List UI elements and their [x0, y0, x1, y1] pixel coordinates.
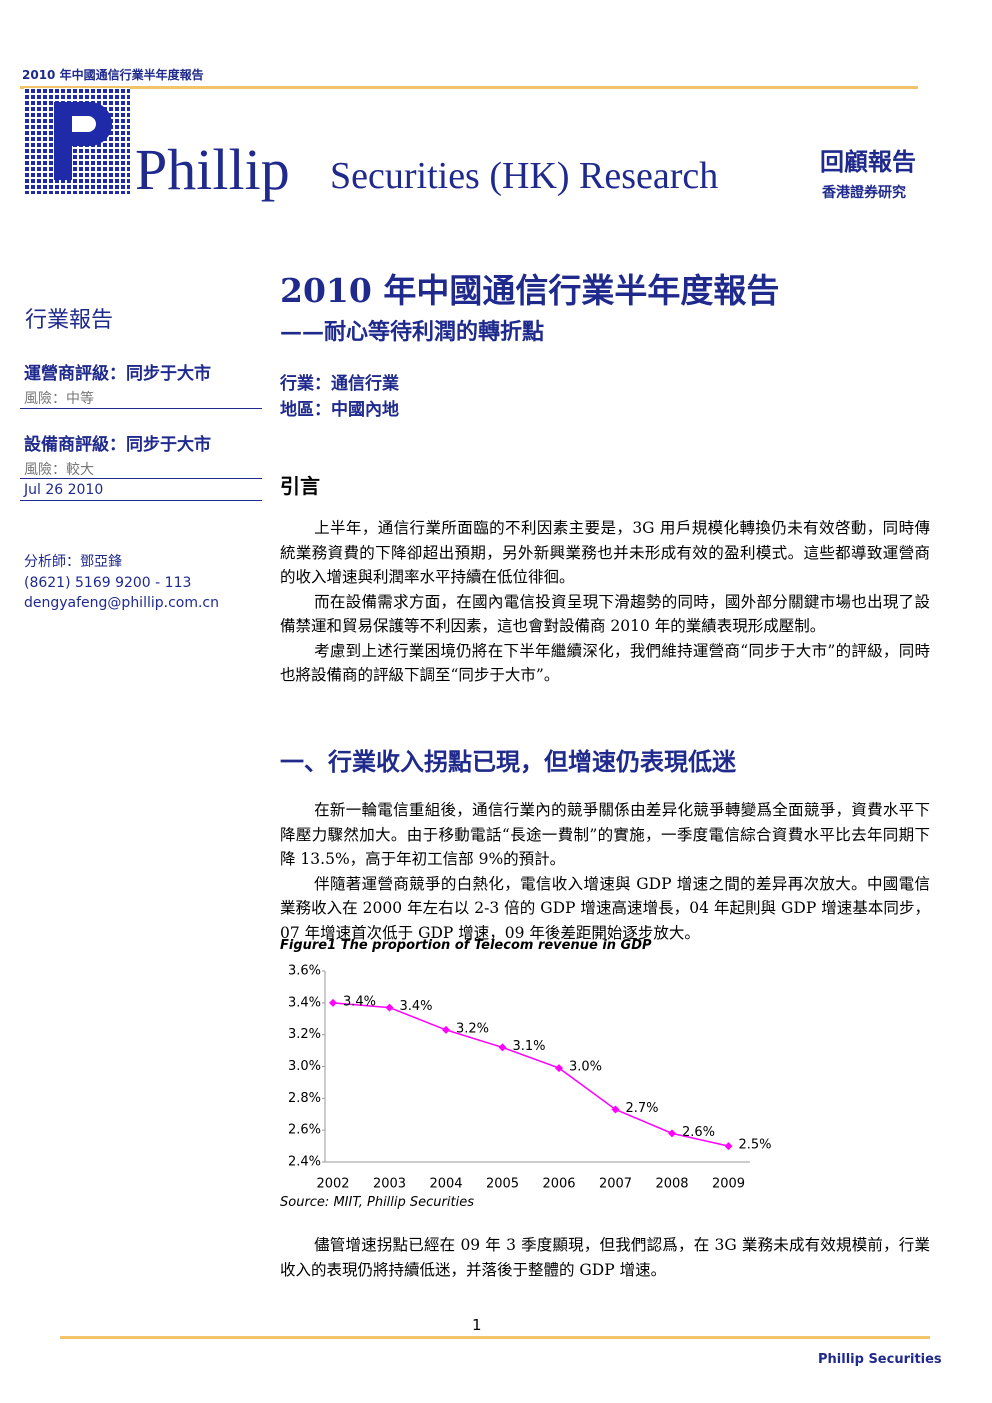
- data-label: 2.7%: [626, 1101, 659, 1116]
- report-type-sub: 香港證券研究: [822, 185, 906, 201]
- figure-caption: Figure1 The proportion of Telecom revenu…: [280, 938, 652, 953]
- paragraph: 上半年，通信行業所面臨的不利因素主要是，3G 用戶規模化轉換仍未有效啓動，同時傳…: [280, 519, 930, 586]
- x-tick-label: 2003: [373, 1177, 406, 1192]
- y-tick-label: 3.4%: [288, 995, 321, 1010]
- intro-heading: 引言: [280, 474, 320, 498]
- logo: [24, 88, 130, 194]
- divider: [20, 500, 262, 501]
- report-type: 回顧報告: [820, 147, 916, 176]
- y-tick-label: 3.2%: [288, 1027, 321, 1042]
- data-label: 3.2%: [456, 1021, 489, 1036]
- y-tick-label: 2.8%: [288, 1091, 321, 1106]
- footer-brand: Phillip Securities: [818, 1352, 942, 1367]
- x-tick-label: 2007: [599, 1177, 632, 1192]
- risk: 風險：較大: [24, 462, 94, 478]
- data-label: 3.4%: [343, 994, 376, 1009]
- figure-source: Source: MIIT, Phillip Securities: [280, 1195, 474, 1210]
- marker: [498, 1043, 507, 1052]
- analyst: 分析師：鄧亞鋒: [24, 554, 122, 570]
- line: [332, 1002, 729, 1147]
- paragraph: 儘管增速拐點已經在 09 年 3 季度顯現，但我們認爲，在 3G 業務未成有效規…: [280, 1236, 930, 1279]
- industry: 行業：通信行業: [280, 374, 399, 394]
- marker: [442, 1025, 450, 1034]
- x-tick-label: 2005: [486, 1177, 519, 1192]
- paragraph: 而在設備需求方面，在國內電信投資呈現下滑趨勢的同時，國外部分關鍵市場也出現了設備…: [280, 592, 930, 636]
- marker: [385, 1003, 394, 1012]
- date: Jul 26 2010: [24, 482, 104, 498]
- chart: 2.4% 2.6% 2.8% 3.0% 3.2% 3.4% 3.6% 2002 2003 2004…: [288, 964, 772, 1192]
- x-tick-label: 2006: [542, 1177, 575, 1192]
- divider: [20, 408, 262, 409]
- data-label: 2.5%: [739, 1138, 772, 1153]
- x-tick-label: 2004: [429, 1177, 462, 1192]
- paragraph: 在新一輪電信重組後，通信行業內的競爭關係由差异化競爭轉變爲全面競爭，資費水平下降…: [280, 801, 930, 868]
- running-title: 2010 年中國通信行業半年度報告: [22, 68, 204, 82]
- paragraph: 伴隨著運營商競爭的白熱化，電信收入增速與 GDP 增速之間的差异再次放大。中國電…: [280, 874, 930, 942]
- marker: [329, 998, 337, 1007]
- y-tick-label: 3.0%: [288, 1059, 321, 1074]
- x-tick-label: 2009: [712, 1177, 745, 1192]
- title: 2010 年中國通信行業半年度報告: [280, 271, 780, 310]
- paragraph: 上半年，通信行業所面臨的不利因素主要是，3G 用戶規模化轉換仍未有效啓動，同時傳…: [280, 516, 930, 688]
- y-tick-label: 2.4%: [288, 1155, 321, 1170]
- page-number: 1: [472, 1316, 482, 1334]
- paragraph: 儘管增速拐點已經在 09 年 3 季度顯現，但我們認爲，在 3G 業務未成有效規…: [280, 1233, 930, 1282]
- data-label: 3.4%: [400, 999, 433, 1014]
- marker: [555, 1064, 563, 1073]
- x-tick-label: 2002: [316, 1177, 349, 1192]
- phone: (8621) 5169 9200 - 113: [24, 575, 192, 591]
- brand: Phillip: [135, 137, 290, 202]
- y-tick-label: 2.6%: [288, 1123, 321, 1138]
- email: dengyafeng@phillip.com.cn: [24, 595, 220, 611]
- region: 地區：中國內地: [280, 400, 399, 420]
- rating: 運營商評級：同步于大市: [24, 364, 211, 384]
- paragraph: 在新一輪電信重組後，通信行業內的競爭關係由差异化競爭轉變爲全面競爭，資費水平下降…: [280, 798, 930, 945]
- subtitle: ——耐心等待利潤的轉折點: [280, 319, 545, 345]
- brand-sub: Securities (HK) Research: [330, 155, 719, 197]
- divider: [20, 478, 262, 479]
- marker: [668, 1129, 676, 1138]
- marker: [724, 1142, 733, 1151]
- marker: [611, 1105, 620, 1114]
- data-label: 3.1%: [513, 1039, 546, 1054]
- risk: 風險：中等: [24, 391, 94, 407]
- sidebar-section: 行業報告: [25, 308, 114, 333]
- rating: 設備商評級：同步于大市: [24, 435, 211, 455]
- y-tick-label: 3.6%: [288, 964, 321, 979]
- x-tick-label: 2008: [655, 1177, 688, 1192]
- top-rule: [20, 86, 918, 89]
- data-label: 2.6%: [682, 1125, 715, 1140]
- section-heading: 一、行業收入拐點已現，但增速仍表現低迷: [280, 747, 736, 776]
- paragraph: 考慮到上述行業困境仍將在下半年繼續深化，我們維持運營商“同步于大市”的評級，同時…: [280, 641, 930, 685]
- data-label: 3.0%: [569, 1060, 602, 1075]
- bottom-rule: [60, 1336, 930, 1339]
